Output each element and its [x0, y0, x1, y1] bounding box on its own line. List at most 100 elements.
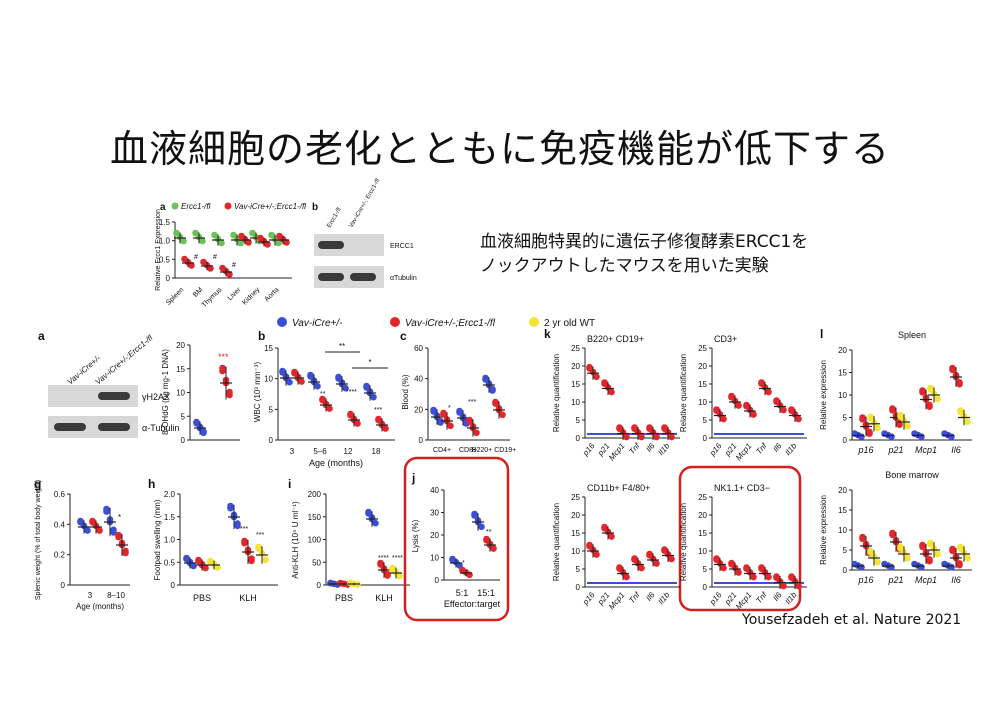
panel-b-xtick: 18 — [372, 447, 381, 456]
panel-b-label: b — [258, 329, 265, 343]
slide-title: 血液細胞の老化とともに免疫機能が低下する — [109, 127, 890, 171]
panel-a-tick-label: 0 — [181, 436, 186, 445]
panel-c-ctrl-point — [430, 408, 437, 415]
panel-l-sub-tick-label: 10 — [838, 391, 847, 400]
top-a-xtick: Liver — [227, 286, 243, 302]
panel-l-old-point — [957, 545, 964, 552]
top-b-lane-2: Vav-iCre+/-; Ercc1-/fl — [349, 178, 382, 229]
panel-h-old-point — [207, 558, 214, 566]
panel-k-sub-tick-label: 25 — [571, 493, 580, 502]
panel-l-old-point — [927, 386, 934, 393]
panel-k-ko-point — [646, 551, 653, 559]
panel-k-sub-tick-label: 25 — [698, 493, 707, 502]
panel-k-ko-point — [743, 565, 750, 572]
top-panel-a-label: a — [160, 202, 166, 213]
panel-k-ko-point — [631, 425, 638, 433]
panel-a-ctrl-point — [193, 419, 200, 427]
panel-k-gene: Tnf — [754, 441, 769, 456]
top-b-band-label-1: ERCC1 — [390, 243, 414, 250]
panel-g-ctrl-point — [103, 508, 110, 515]
panel-l-ko-point — [889, 531, 896, 539]
top-a-ko-point — [264, 241, 271, 248]
description-line-1: 血液細胞特異的に遺伝子修復酵素ERCC1を — [480, 232, 809, 252]
panel-j-sig: * — [462, 560, 465, 567]
panel-l-old-point — [897, 545, 904, 552]
panel-k-ko-point — [788, 407, 795, 415]
panel-g-tick-label: 0.6 — [54, 490, 66, 499]
panel-k-ko-point — [735, 569, 742, 576]
panel-c-ko-point — [499, 411, 506, 419]
panel-k-gene: Tnf — [627, 590, 642, 605]
panel-g-xtick: 3 — [88, 591, 93, 600]
panel-l-ctrl-point — [918, 563, 925, 571]
panel-b-sig: **** — [346, 389, 357, 396]
top-a-ctrl-point — [180, 237, 187, 245]
panel-l-ko-point — [866, 430, 873, 438]
panel-i-ylabel: Anti-KLH (10⁴ U ml⁻¹) — [291, 501, 300, 579]
panel-j-tick-label: 10 — [430, 554, 439, 563]
panel-h-sig: *** — [240, 526, 248, 533]
panel-k-gene: p16 — [707, 441, 723, 458]
panel-l-gene: Il6 — [951, 575, 961, 585]
panel-k-ko-point — [653, 560, 660, 567]
panel-i-label: i — [288, 477, 291, 491]
panel-b-ctrl-point — [363, 384, 370, 391]
panel-g-ctrl-point — [110, 529, 117, 536]
panel-a-blot-tubulin — [48, 416, 138, 438]
panel-j-xtick: 15:1 — [477, 588, 495, 598]
panel-k-ko-point — [653, 433, 660, 441]
panel-l-old-point — [897, 413, 904, 420]
panel-l-gene: p16 — [857, 575, 873, 585]
panel-l-gene: p21 — [887, 575, 903, 585]
panel-i-tick-label: 50 — [312, 558, 321, 567]
panel-g-sig: * — [118, 513, 121, 522]
panel-l-ko-point — [949, 366, 956, 374]
panel-k-ko-point — [661, 547, 668, 554]
panel-c-xtick: B220+ CD19+ — [472, 447, 516, 454]
panel-k-ko-point — [728, 560, 735, 568]
panel-a-tick-label: 5 — [181, 412, 186, 421]
panel-k-sub-tick-label: 5 — [703, 565, 708, 574]
panel-l-sub-tick-label: 15 — [838, 506, 847, 515]
panel-l-sub-tick-label: 0 — [843, 436, 848, 445]
panel-l-ctrl-point — [888, 433, 895, 441]
panel-b-ko-point — [347, 411, 354, 419]
panel-j-ctrl-point — [471, 512, 478, 519]
panel-l-ko-point — [896, 421, 903, 429]
panel-a-band-label-1: γH2AX — [142, 392, 170, 402]
panel-c-ko-point — [466, 418, 473, 425]
panel-k-ko-point — [765, 388, 772, 396]
panel-c-xtick: CD8+ — [459, 447, 477, 454]
description: 血液細胞特異的に遺伝子修復酵素ERCC1を ノックアウトしたマウスを用いた実験 — [480, 230, 808, 278]
panel-a-lane-2: Vav-iCre+/-;Ercc1-/fl — [94, 333, 155, 386]
panel-h-xtick: KLH — [239, 593, 257, 603]
panel-b-tick-label: 15 — [264, 344, 273, 353]
legend-old-label: 2 yr old WT — [544, 318, 595, 329]
panel-i-ko-point — [337, 579, 344, 587]
panel-k-gene: Il6 — [771, 590, 784, 603]
panel-l-ko-point — [919, 543, 926, 551]
panel-i-ko-point — [377, 561, 384, 568]
panel-l-sub-title: Bone marrow — [885, 470, 939, 480]
panel-k-ko-point — [758, 565, 765, 572]
panel-k-sub-tick-label: 20 — [571, 511, 580, 520]
top-b-band — [318, 273, 344, 281]
top-b-band — [318, 241, 344, 249]
panel-l-old-point — [867, 549, 874, 556]
panel-b-ylabel: WBC (10³ mm⁻³) — [253, 362, 262, 423]
panel-g-ctrl-point — [77, 518, 84, 526]
panel-h-ylabel: Footpad swelling (mm) — [153, 499, 162, 580]
panel-b-xtick: 12 — [344, 447, 353, 456]
panel-k-sub-title: B220+ CD19+ — [587, 334, 644, 344]
panel-k-ko-point — [623, 433, 630, 441]
top-a-tick-label: 1.5 — [159, 218, 171, 227]
panel-k-ko-point — [608, 388, 615, 396]
panel-g-tick-label: 0.4 — [54, 520, 66, 529]
panel-k-ko-point — [720, 564, 727, 572]
panel-l-ctrl-point — [858, 563, 865, 571]
panel-h-tick-label: 2.0 — [164, 490, 176, 499]
panel-l-sub-tick-label: 0 — [843, 566, 848, 575]
panel-k-ko-point — [593, 373, 600, 381]
panel-k-ko-point — [750, 573, 757, 581]
